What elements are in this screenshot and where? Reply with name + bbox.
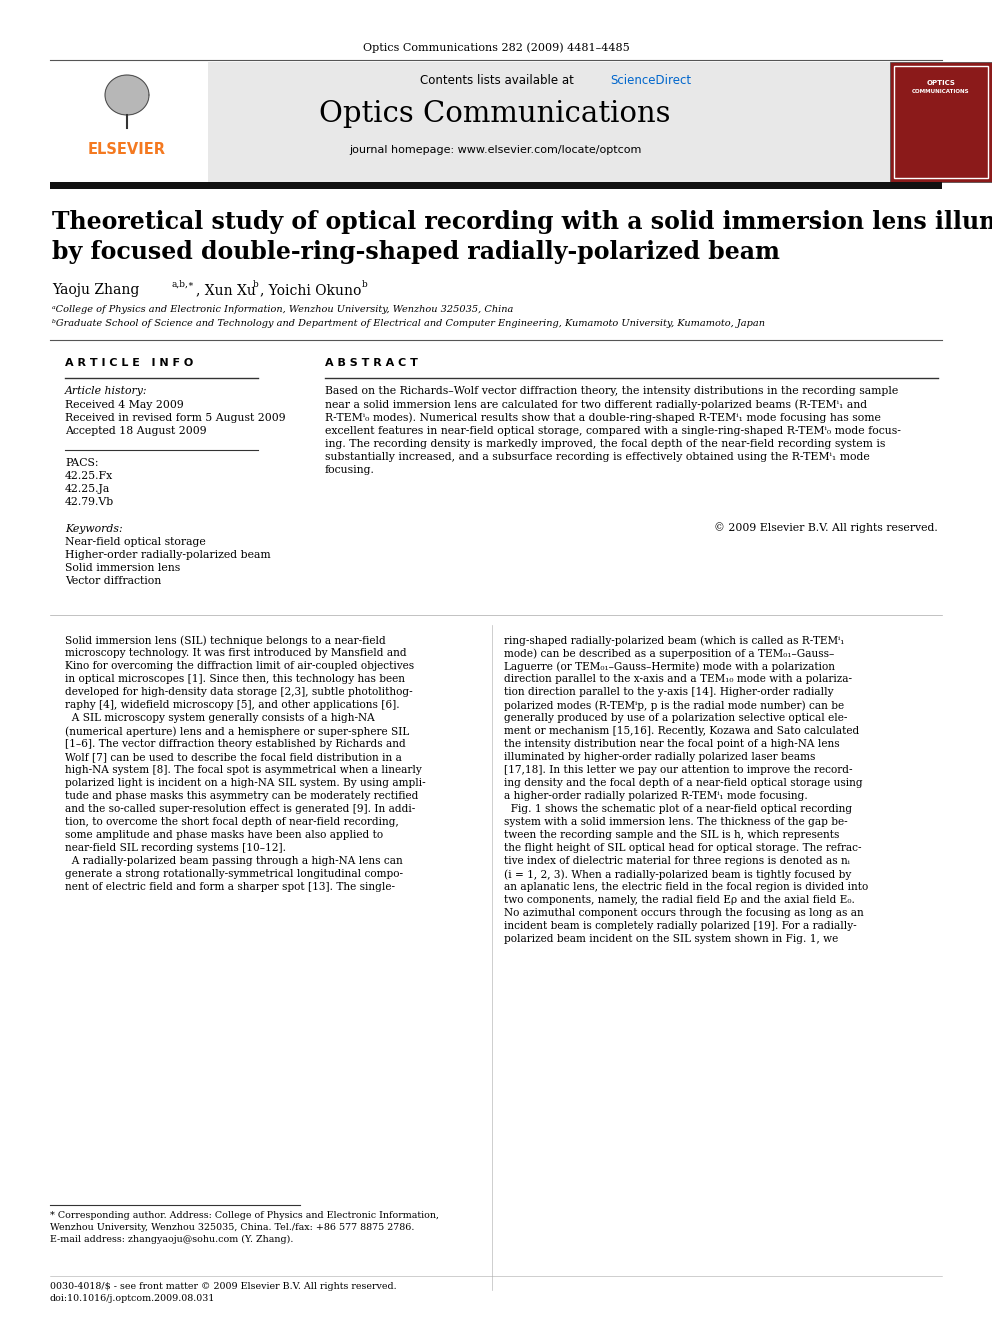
Text: Solid immersion lens: Solid immersion lens: [65, 564, 181, 573]
Text: polarized light is incident on a high-NA SIL system. By using ampli-: polarized light is incident on a high-NA…: [65, 778, 426, 789]
Text: polarized modes (R-TEMⁱp, p is the radial mode number) can be: polarized modes (R-TEMⁱp, p is the radia…: [504, 700, 844, 710]
Text: two components, namely, the radial field Eρ and the axial field E₀.: two components, namely, the radial field…: [504, 894, 855, 905]
Text: mode) can be described as a superposition of a TEM₀₁–Gauss–: mode) can be described as a superpositio…: [504, 648, 834, 659]
Text: Received in revised form 5 August 2009: Received in revised form 5 August 2009: [65, 413, 286, 423]
Text: Near-field optical storage: Near-field optical storage: [65, 537, 205, 546]
Text: 42.25.Ja: 42.25.Ja: [65, 484, 110, 493]
Text: PACS:: PACS:: [65, 458, 98, 468]
Text: and the so-called super-resolution effect is generated [9]. In addi-: and the so-called super-resolution effec…: [65, 804, 416, 814]
Text: Based on the Richards–Wolf vector diffraction theory, the intensity distribution: Based on the Richards–Wolf vector diffra…: [325, 386, 898, 396]
Text: , Xun Xu: , Xun Xu: [196, 283, 256, 296]
Text: doi:10.1016/j.optcom.2009.08.031: doi:10.1016/j.optcom.2009.08.031: [50, 1294, 215, 1303]
Text: Yaoju Zhang: Yaoju Zhang: [52, 283, 139, 296]
Text: direction parallel to the x-axis and a TEM₁₀ mode with a polariza-: direction parallel to the x-axis and a T…: [504, 673, 852, 684]
Bar: [50, 62, 890, 183]
Bar: [50, 183, 942, 189]
Text: Wenzhou University, Wenzhou 325035, China. Tel./fax: +86 577 8875 2786.: Wenzhou University, Wenzhou 325035, Chin…: [50, 1222, 415, 1232]
Text: generate a strong rotationally-symmetrical longitudinal compo-: generate a strong rotationally-symmetric…: [65, 869, 403, 878]
Text: A SIL microscopy system generally consists of a high-NA: A SIL microscopy system generally consis…: [65, 713, 375, 722]
Text: developed for high-density data storage [2,3], subtle photolithog-: developed for high-density data storage …: [65, 687, 413, 697]
Text: focusing.: focusing.: [325, 466, 375, 475]
Text: tive index of dielectric material for three regions is denoted as nᵢ: tive index of dielectric material for th…: [504, 856, 850, 867]
Text: (i = 1, 2, 3). When a radially-polarized beam is tightly focused by: (i = 1, 2, 3). When a radially-polarized…: [504, 869, 851, 880]
Text: substantially increased, and a subsurface recording is effectively obtained usin: substantially increased, and a subsurfac…: [325, 452, 870, 462]
Text: * Corresponding author. Address: College of Physics and Electronic Information,: * Corresponding author. Address: College…: [50, 1211, 439, 1220]
Text: polarized beam incident on the SIL system shown in Fig. 1, we: polarized beam incident on the SIL syste…: [504, 934, 838, 945]
Text: b: b: [253, 280, 259, 288]
Text: ment or mechanism [15,16]. Recently, Kozawa and Sato calculated: ment or mechanism [15,16]. Recently, Koz…: [504, 726, 859, 736]
Text: Article history:: Article history:: [65, 386, 148, 396]
Text: Contents lists available at: Contents lists available at: [420, 74, 577, 87]
Text: , Yoichi Okuno: , Yoichi Okuno: [260, 283, 361, 296]
Text: No azimuthal component occurs through the focusing as long as an: No azimuthal component occurs through th…: [504, 908, 864, 918]
Text: Keywords:: Keywords:: [65, 524, 123, 534]
Text: A B S T R A C T: A B S T R A C T: [325, 359, 418, 368]
Text: journal homepage: www.elsevier.com/locate/optcom: journal homepage: www.elsevier.com/locat…: [349, 146, 641, 155]
Text: tion, to overcome the short focal depth of near-field recording,: tion, to overcome the short focal depth …: [65, 818, 399, 827]
Text: Theoretical study of optical recording with a solid immersion lens illuminated: Theoretical study of optical recording w…: [52, 210, 992, 234]
Text: Vector diffraction: Vector diffraction: [65, 576, 162, 586]
Text: 42.79.Vb: 42.79.Vb: [65, 497, 114, 507]
Text: (numerical aperture) lens and a hemisphere or super-sphere SIL: (numerical aperture) lens and a hemisphe…: [65, 726, 410, 737]
Text: [1–6]. The vector diffraction theory established by Richards and: [1–6]. The vector diffraction theory est…: [65, 740, 406, 749]
Text: A R T I C L E   I N F O: A R T I C L E I N F O: [65, 359, 193, 368]
Text: Kino for overcoming the diffraction limit of air-coupled objectives: Kino for overcoming the diffraction limi…: [65, 662, 414, 671]
Text: ScienceDirect: ScienceDirect: [610, 74, 691, 87]
Bar: [890, 62, 992, 183]
Text: ELSEVIER: ELSEVIER: [88, 143, 166, 157]
Text: high-NA system [8]. The focal spot is asymmetrical when a linearly: high-NA system [8]. The focal spot is as…: [65, 765, 422, 775]
Text: ring-shaped radially-polarized beam (which is called as R-TEMⁱ₁: ring-shaped radially-polarized beam (whi…: [504, 635, 844, 646]
Text: Fig. 1 shows the schematic plot of a near-field optical recording: Fig. 1 shows the schematic plot of a nea…: [504, 804, 852, 814]
Text: Higher-order radially-polarized beam: Higher-order radially-polarized beam: [65, 550, 271, 560]
Text: ᵇGraduate School of Science and Technology and Department of Electrical and Comp: ᵇGraduate School of Science and Technolo…: [52, 319, 765, 328]
Text: A radially-polarized beam passing through a high-NA lens can: A radially-polarized beam passing throug…: [65, 856, 403, 867]
Text: incident beam is completely radially polarized [19]. For a radially-: incident beam is completely radially pol…: [504, 921, 857, 931]
Text: ing. The recording density is markedly improved, the focal depth of the near-fie: ing. The recording density is markedly i…: [325, 439, 886, 448]
Text: © 2009 Elsevier B.V. All rights reserved.: © 2009 Elsevier B.V. All rights reserved…: [714, 523, 938, 533]
Text: the intensity distribution near the focal point of a high-NA lens: the intensity distribution near the foca…: [504, 740, 839, 749]
Text: ᵃCollege of Physics and Electronic Information, Wenzhou University, Wenzhou 3250: ᵃCollege of Physics and Electronic Infor…: [52, 306, 514, 314]
Text: Optics Communications 282 (2009) 4481–4485: Optics Communications 282 (2009) 4481–44…: [363, 42, 629, 53]
Text: Wolf [7] can be used to describe the focal field distribution in a: Wolf [7] can be used to describe the foc…: [65, 751, 402, 762]
Text: tween the recording sample and the SIL is h, which represents: tween the recording sample and the SIL i…: [504, 830, 839, 840]
Text: in optical microscopes [1]. Since then, this technology has been: in optical microscopes [1]. Since then, …: [65, 673, 405, 684]
Text: Solid immersion lens (SIL) technique belongs to a near-field: Solid immersion lens (SIL) technique bel…: [65, 635, 386, 646]
Text: 42.25.Fx: 42.25.Fx: [65, 471, 113, 482]
Text: an aplanatic lens, the electric field in the focal region is divided into: an aplanatic lens, the electric field in…: [504, 882, 868, 892]
Text: COMMUNICATIONS: COMMUNICATIONS: [913, 89, 970, 94]
Text: the flight height of SIL optical head for optical storage. The refrac-: the flight height of SIL optical head fo…: [504, 843, 861, 853]
Bar: [894, 66, 988, 179]
Text: a higher-order radially polarized R-TEMⁱ₁ mode focusing.: a higher-order radially polarized R-TEMⁱ…: [504, 791, 807, 800]
Text: system with a solid immersion lens. The thickness of the gap be-: system with a solid immersion lens. The …: [504, 818, 847, 827]
Text: a,b,∗: a,b,∗: [172, 280, 195, 288]
Text: tude and phase masks this asymmetry can be moderately rectified: tude and phase masks this asymmetry can …: [65, 791, 419, 800]
Text: Received 4 May 2009: Received 4 May 2009: [65, 400, 184, 410]
Text: illuminated by higher-order radially polarized laser beams: illuminated by higher-order radially pol…: [504, 751, 815, 762]
Text: generally produced by use of a polarization selective optical ele-: generally produced by use of a polarizat…: [504, 713, 847, 722]
Polygon shape: [105, 75, 149, 115]
Text: ing density and the focal depth of a near-field optical storage using: ing density and the focal depth of a nea…: [504, 778, 863, 789]
Text: [17,18]. In this letter we pay our attention to improve the record-: [17,18]. In this letter we pay our atten…: [504, 765, 852, 775]
Text: near a solid immersion lens are calculated for two different radially-polarized : near a solid immersion lens are calculat…: [325, 400, 867, 410]
Text: b: b: [362, 280, 368, 288]
Text: by focused double-ring-shaped radially-polarized beam: by focused double-ring-shaped radially-p…: [52, 239, 780, 265]
Text: raphy [4], widefield microscopy [5], and other applications [6].: raphy [4], widefield microscopy [5], and…: [65, 700, 400, 710]
Text: nent of electric field and form a sharper spot [13]. The single-: nent of electric field and form a sharpe…: [65, 882, 395, 892]
Text: Accepted 18 August 2009: Accepted 18 August 2009: [65, 426, 206, 437]
Text: OPTICS: OPTICS: [927, 79, 955, 86]
Text: microscopy technology. It was first introduced by Mansfield and: microscopy technology. It was first intr…: [65, 648, 407, 658]
Text: tion direction parallel to the y-axis [14]. Higher-order radially: tion direction parallel to the y-axis [1…: [504, 687, 833, 697]
Text: near-field SIL recording systems [10–12].: near-field SIL recording systems [10–12]…: [65, 843, 286, 853]
Text: 0030-4018/$ - see front matter © 2009 Elsevier B.V. All rights reserved.: 0030-4018/$ - see front matter © 2009 El…: [50, 1282, 397, 1291]
Text: Laguerre (or TEM₀₁–Gauss–Hermite) mode with a polarization: Laguerre (or TEM₀₁–Gauss–Hermite) mode w…: [504, 662, 835, 672]
Text: excellent features in near-field optical storage, compared with a single-ring-sh: excellent features in near-field optical…: [325, 426, 901, 435]
Text: Optics Communications: Optics Communications: [319, 101, 671, 128]
Text: some amplitude and phase masks have been also applied to: some amplitude and phase masks have been…: [65, 830, 383, 840]
Text: E-mail address: zhangyaoju@sohu.com (Y. Zhang).: E-mail address: zhangyaoju@sohu.com (Y. …: [50, 1234, 294, 1244]
Bar: [50, 62, 208, 183]
Text: R-TEMⁱ₀ modes). Numerical results show that a double-ring-shaped R-TEMⁱ₁ mode fo: R-TEMⁱ₀ modes). Numerical results show t…: [325, 413, 881, 423]
